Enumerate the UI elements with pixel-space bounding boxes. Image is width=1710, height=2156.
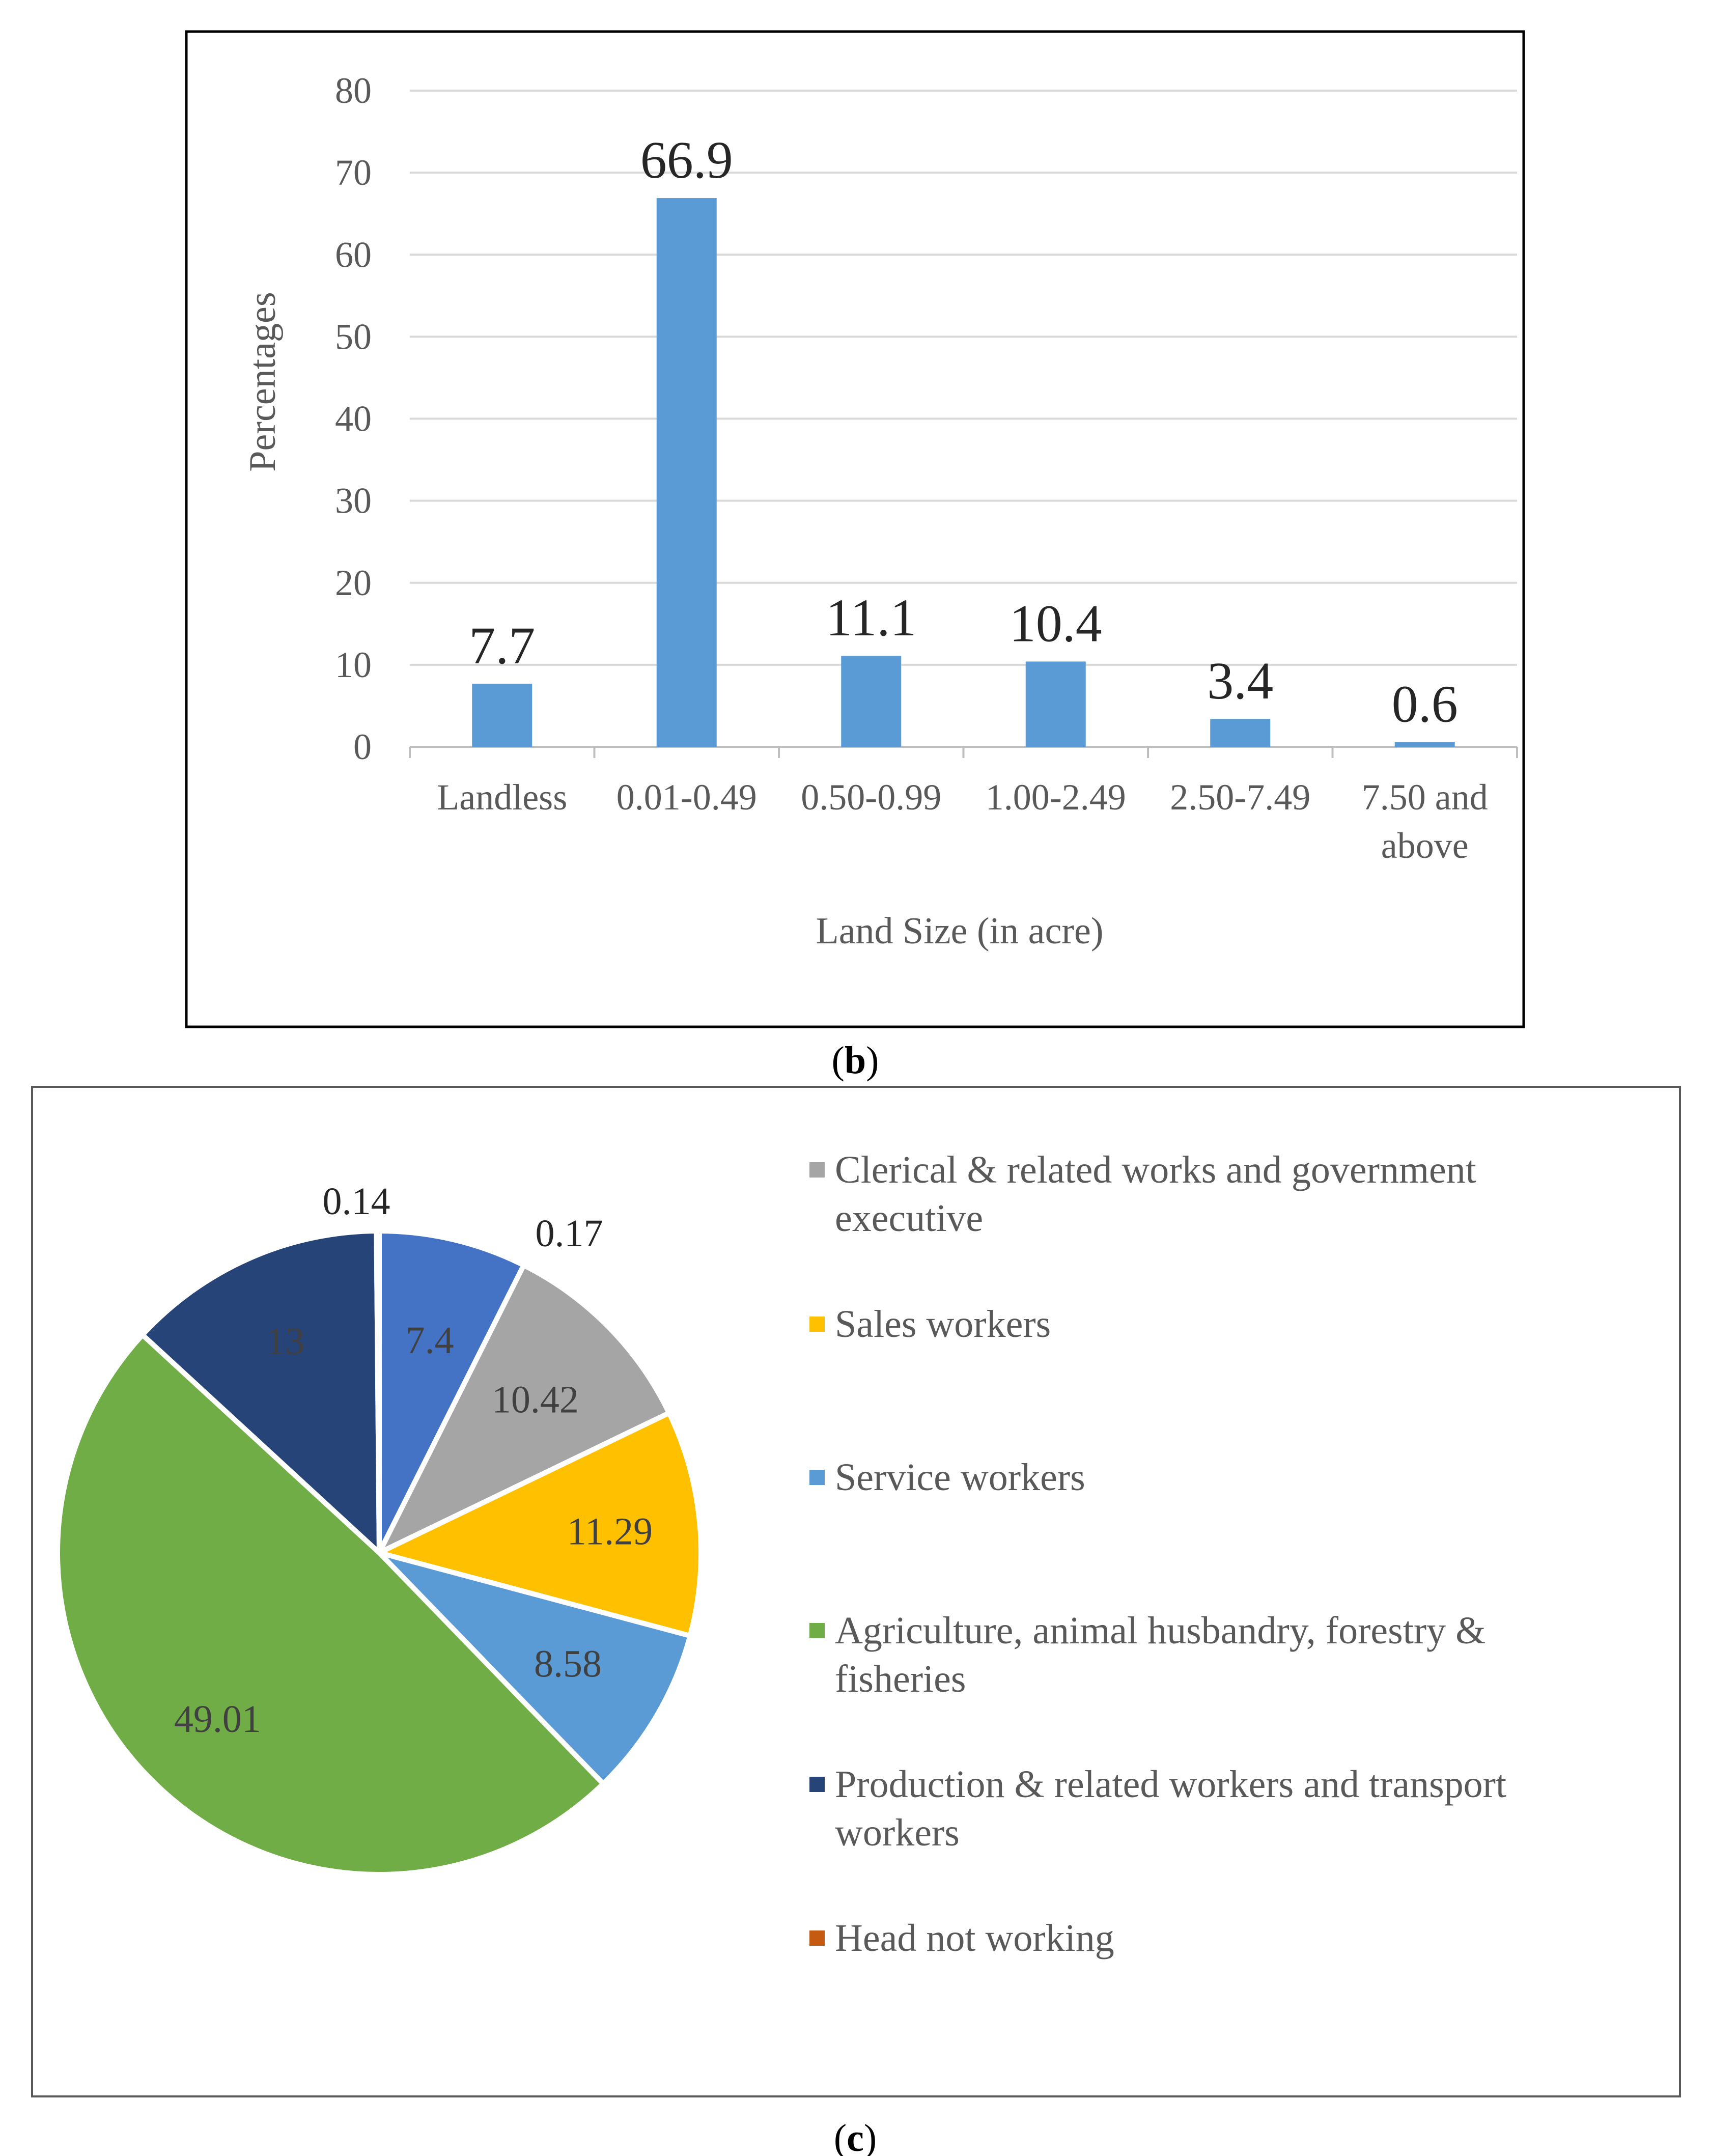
y-tick-label: 80 [335, 70, 372, 111]
legend-swatch [809, 1470, 825, 1485]
y-tick-label: 0 [353, 726, 372, 767]
bar-chart-frame [185, 30, 1525, 1028]
pie-outside-label: 0.14 [323, 1180, 390, 1223]
bar-data-label: 3.4 [1207, 652, 1273, 710]
pie-slice [374, 1228, 382, 1555]
bar-chart-bars [472, 198, 1455, 747]
legend-label: Service workers [835, 1456, 1085, 1499]
y-tick-label: 50 [335, 316, 372, 357]
y-tick-label: 70 [335, 152, 372, 193]
bar-data-label: 10.4 [1010, 594, 1102, 653]
legend-swatch [809, 1930, 825, 1946]
bar [1394, 742, 1455, 747]
panel-label-b: (b) [832, 1039, 879, 1082]
pie-slice [54, 1332, 606, 1878]
legend-label: Sales workers [835, 1303, 1051, 1346]
pie-chart-slices [54, 1228, 704, 1878]
y-tick-label: 30 [335, 481, 372, 521]
x-tick-label: 1.00-2.49 [986, 777, 1126, 818]
bar [1210, 719, 1271, 747]
legend-swatch [809, 1623, 825, 1638]
x-tick-label: 0.50-0.99 [801, 777, 941, 818]
bar-chart-gridlines [410, 90, 1517, 666]
bar-chart-x-axis: Landless 0.01-0.49 0.50-0.99 1.00-2.49 2.50-… [409, 747, 1518, 866]
bar-data-label: 7.7 [469, 617, 535, 675]
pie-slice [377, 1263, 672, 1555]
bar-chart-y-axis-title: Percentages [242, 292, 284, 471]
pie-chart-legend: Clerical & related works and government e… [809, 1149, 1506, 1959]
legend-label: Production & related workers and transpo… [835, 1763, 1506, 1854]
bar-chart-y-axis: 0 10 20 30 40 50 60 70 80 [335, 70, 1517, 767]
bar-data-label: 11.1 [826, 589, 916, 647]
bar-data-label: 66.9 [640, 131, 733, 189]
x-tick-label: 2.50-7.49 [1170, 777, 1310, 818]
pie-slice [377, 1550, 693, 1786]
pie-outside-label: 0.17 [536, 1212, 603, 1255]
x-tick-label: Landless [437, 777, 567, 818]
bar [472, 683, 532, 747]
legend-label: Head not working [835, 1917, 1114, 1959]
pie-slice [377, 1410, 704, 1639]
bar-chart-x-axis-title: Land Size (in acre) [816, 910, 1104, 952]
y-tick-label: 40 [335, 399, 372, 439]
legend-swatch [809, 1777, 825, 1792]
bar [841, 656, 902, 747]
pie-data-label: 49.01 [174, 1698, 261, 1741]
pie-chart-panel: 7.4 10.42 11.29 8.58 49.01 13 0.14 0.17 Clerica… [31, 1086, 1681, 2097]
legend-swatch [809, 1162, 825, 1178]
bar-data-label: 0.6 [1392, 675, 1458, 733]
pie-chart-data-labels: 7.4 10.42 11.29 8.58 49.01 13 0.14 0.17 [174, 1180, 653, 1741]
bar [656, 198, 717, 747]
y-tick-label: 10 [335, 645, 372, 685]
legend-label: Agriculture, animal husbandry, forestry … [835, 1609, 1485, 1700]
panel-label-c: (c) [834, 2117, 877, 2156]
x-tick-label: 7.50 and above [1362, 777, 1488, 866]
y-tick-label: 20 [335, 563, 372, 603]
legend-swatch [809, 1317, 825, 1332]
pie-data-label: 11.29 [567, 1510, 653, 1553]
legend-label: Clerical & related works and government e… [835, 1149, 1476, 1240]
bar [1025, 661, 1086, 747]
pie-slice [139, 1228, 382, 1555]
x-tick-label: 0.01-0.49 [616, 777, 757, 818]
pie-data-label: 13 [266, 1320, 304, 1363]
pie-data-label: 10.42 [492, 1379, 579, 1421]
pie-data-label: 7.4 [406, 1319, 454, 1362]
y-tick-label: 60 [335, 234, 372, 275]
pie-slice [377, 1228, 526, 1555]
pie-data-label: 8.58 [534, 1643, 602, 1686]
bar-chart-data-labels: 7.7 66.9 11.1 10.4 3.4 0.6 [469, 131, 1458, 733]
